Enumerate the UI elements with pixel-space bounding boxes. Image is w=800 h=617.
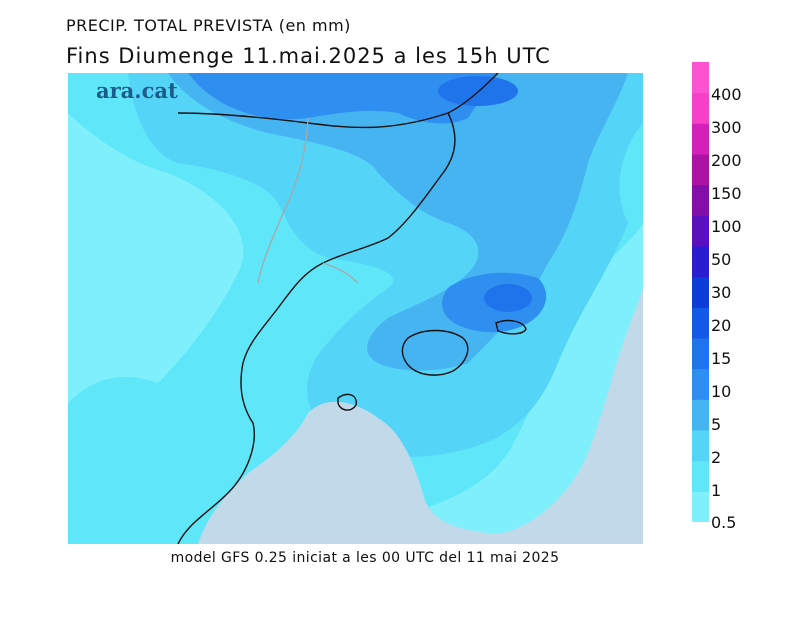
precip-10mm-patch-north [188, 73, 498, 124]
legend-swatch [692, 184, 709, 216]
legend-swatch [692, 62, 709, 94]
legend-label-50: 50 [711, 250, 732, 269]
island-menorca [495, 319, 527, 335]
legend-label-300: 300 [711, 118, 742, 137]
legend-label-150: 150 [711, 184, 742, 203]
legend-label-0.5: 0.5 [711, 513, 737, 532]
legend-label-400: 400 [711, 85, 742, 104]
legend-swatch [692, 491, 709, 523]
legend-swatch [692, 368, 709, 400]
legend-label-1: 1 [711, 481, 722, 500]
coastline-iberia [177, 73, 499, 544]
legend-swatch [692, 123, 709, 155]
legend-swatch [692, 399, 709, 431]
legend-swatch [692, 92, 709, 124]
sea-no-precip-area [198, 288, 643, 544]
brand-logo: ara.cat [96, 78, 178, 103]
legend-label-5: 5 [711, 415, 722, 434]
color-legend-bar [692, 62, 709, 523]
precip-15mm-core-east [484, 284, 532, 312]
legend-swatch [692, 460, 709, 492]
precipitation-map [68, 73, 643, 544]
map-title: PRECIP. TOTAL PREVISTA (en mm) [66, 16, 351, 35]
legend-swatch [692, 307, 709, 339]
legend-swatch [692, 276, 709, 308]
map-subtitle: Fins Diumenge 11.mai.2025 a les 15h UTC [66, 44, 551, 68]
legend-swatch [692, 215, 709, 247]
legend-label-10: 10 [711, 382, 732, 401]
legend-swatch [692, 246, 709, 278]
regional-border [257, 117, 359, 284]
island-eivissa [337, 393, 357, 411]
legend-label-200: 200 [711, 151, 742, 170]
model-footer: model GFS 0.25 iniciat a les 00 UTC del … [170, 550, 560, 566]
legend-label-30: 30 [711, 283, 732, 302]
legend-swatch [692, 154, 709, 186]
legend-label-100: 100 [711, 217, 742, 236]
legend-swatch [692, 430, 709, 462]
legend-label-15: 15 [711, 349, 732, 368]
island-mallorca [401, 329, 469, 376]
legend-label-2: 2 [711, 448, 722, 467]
legend-swatch [692, 338, 709, 370]
legend-label-20: 20 [711, 316, 732, 335]
